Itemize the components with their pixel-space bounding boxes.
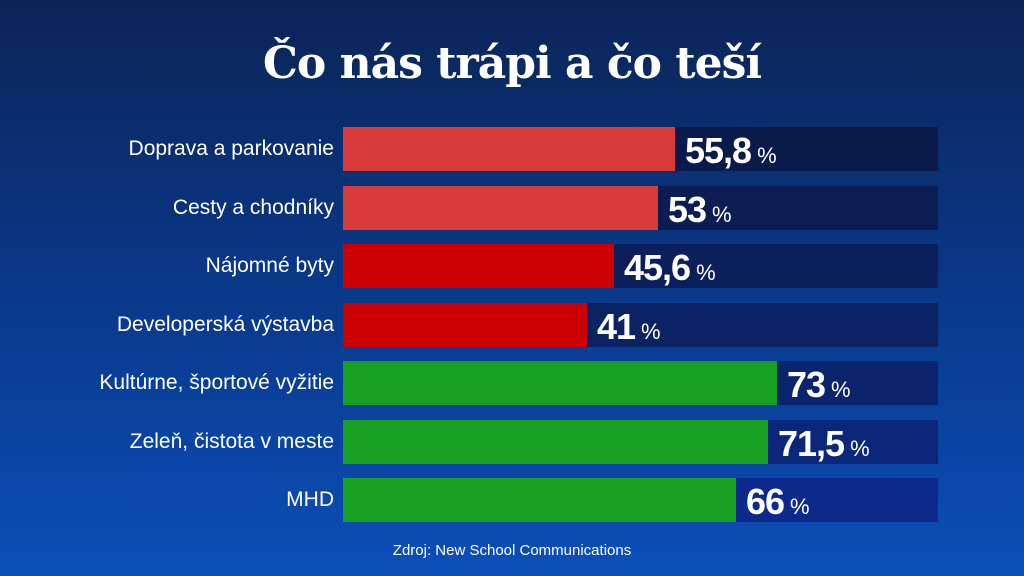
value-unit: %	[850, 436, 870, 461]
category-label: Nájomné byty	[205, 254, 334, 277]
category-label: Doprava a parkovanie	[128, 137, 334, 160]
value-unit: %	[696, 260, 716, 285]
value-unit: %	[831, 377, 851, 402]
bar	[343, 303, 587, 347]
value-label: 66%	[746, 478, 810, 522]
value-number: 45,6	[624, 247, 691, 288]
value-number: 41	[597, 306, 636, 347]
value-number: 71,5	[778, 423, 845, 464]
category-label: MHD	[286, 488, 334, 511]
bar	[343, 420, 768, 464]
value-label: 53%	[668, 186, 732, 230]
value-unit: %	[757, 143, 777, 168]
source-note: Zdroj: New School Communications	[392, 542, 632, 559]
category-label: Developerská výstavba	[116, 313, 334, 336]
category-label: Cesty a chodníky	[172, 196, 334, 219]
value-label: 71,5%	[778, 420, 870, 464]
bar	[343, 244, 614, 288]
bar	[343, 127, 675, 171]
value-label: 41%	[597, 303, 661, 347]
value-number: 66	[746, 481, 785, 522]
value-unit: %	[712, 202, 732, 227]
value-number: 73	[787, 364, 826, 405]
chart-title: Čo nás trápi a čo teší	[262, 38, 762, 89]
value-number: 55,8	[685, 130, 752, 171]
bar	[343, 186, 658, 230]
value-label: 55,8%	[685, 127, 777, 171]
value-unit: %	[641, 319, 661, 344]
bar	[343, 478, 736, 522]
bar	[343, 361, 777, 405]
value-label: 73%	[787, 361, 851, 405]
value-number: 53	[668, 189, 707, 230]
category-label: Zeleň, čistota v meste	[129, 430, 334, 453]
value-label: 45,6%	[624, 244, 716, 288]
value-unit: %	[790, 494, 810, 519]
category-label: Kultúrne, športové vyžitie	[99, 371, 334, 394]
